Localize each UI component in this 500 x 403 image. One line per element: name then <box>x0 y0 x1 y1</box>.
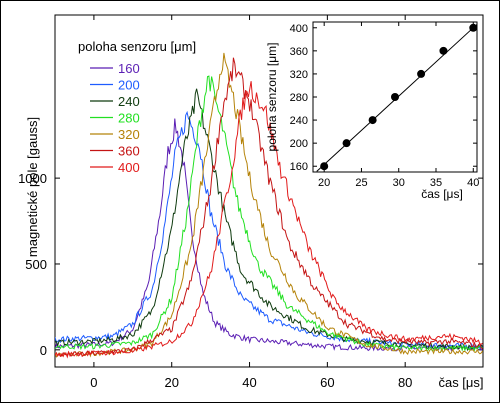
main-y-tick-label: 1000 <box>18 171 47 186</box>
inset-x-axis: 20 25 30 35 40 <box>318 22 479 189</box>
series-line-200 <box>55 110 483 350</box>
inset-y-axis: 160 200 240 280 320 360 400 <box>290 23 477 173</box>
inset-data-point <box>342 139 351 148</box>
main-x-tick-label: 0 <box>90 375 97 390</box>
inset-plot-area <box>312 21 478 173</box>
inset-x-axis-label: čas [μs] <box>421 187 463 201</box>
legend-label-280: 280 <box>118 111 140 126</box>
series-line-320 <box>55 52 483 358</box>
main-y-tick-label: 0 <box>40 343 47 358</box>
inset-data-point <box>439 46 448 55</box>
main-x-axis-label: čas [μs] <box>438 375 483 390</box>
legend-label-200: 200 <box>118 78 140 93</box>
inset-data-point <box>417 69 426 78</box>
main-x-tick-label: 60 <box>320 375 334 390</box>
main-y-axis: 0 500 1000 <box>18 171 483 358</box>
inset-chart: 20 25 30 35 40 160 200 240 280 320 360 400 poloha … <box>265 21 479 201</box>
inset-y-tick-label: 400 <box>290 23 308 35</box>
inset-x-tick-label: 40 <box>467 177 479 189</box>
inset-y-tick-label: 240 <box>290 115 308 127</box>
inset-y-tick-label: 280 <box>290 92 308 104</box>
legend-label-360: 360 <box>118 144 140 159</box>
series-line-400 <box>55 81 483 359</box>
inset-x-tick-label: 25 <box>355 177 367 189</box>
main-y-axis-label: magnetické pole [gauss] <box>25 117 40 257</box>
inset-data-point <box>469 23 478 32</box>
legend-label-320: 320 <box>118 127 140 142</box>
inset-data-point <box>391 93 399 101</box>
main-x-tick-label: 80 <box>398 375 412 390</box>
inset-data-point <box>320 162 329 171</box>
legend-title: poloha senzoru [μm] <box>78 39 196 54</box>
inset-data-point <box>368 116 377 125</box>
main-x-tick-label: 40 <box>242 375 256 390</box>
inset-y-axis-label: poloha senzoru [μm] <box>265 43 279 152</box>
inset-x-tick-label: 30 <box>393 177 405 189</box>
inset-y-tick-label: 360 <box>290 46 308 58</box>
inset-y-tick-label: 200 <box>290 138 308 150</box>
inset-marks <box>316 23 478 172</box>
inset-y-tick-label: 320 <box>290 69 308 81</box>
series-line-360 <box>55 57 483 358</box>
legend-label-240: 240 <box>118 94 140 109</box>
main-x-axis: 0 20 40 60 80 <box>90 15 412 390</box>
legend-label-160: 160 <box>118 61 140 76</box>
inset-y-tick-label: 160 <box>290 161 308 173</box>
inset-x-tick-label: 35 <box>430 177 442 189</box>
series-line-280 <box>55 75 483 352</box>
main-y-tick-label: 500 <box>25 257 47 272</box>
series-line-240 <box>55 88 483 352</box>
main-x-tick-label: 20 <box>164 375 178 390</box>
main-series-lines <box>55 52 483 359</box>
inset-x-tick-label: 20 <box>318 177 330 189</box>
legend-label-400: 400 <box>118 160 140 175</box>
